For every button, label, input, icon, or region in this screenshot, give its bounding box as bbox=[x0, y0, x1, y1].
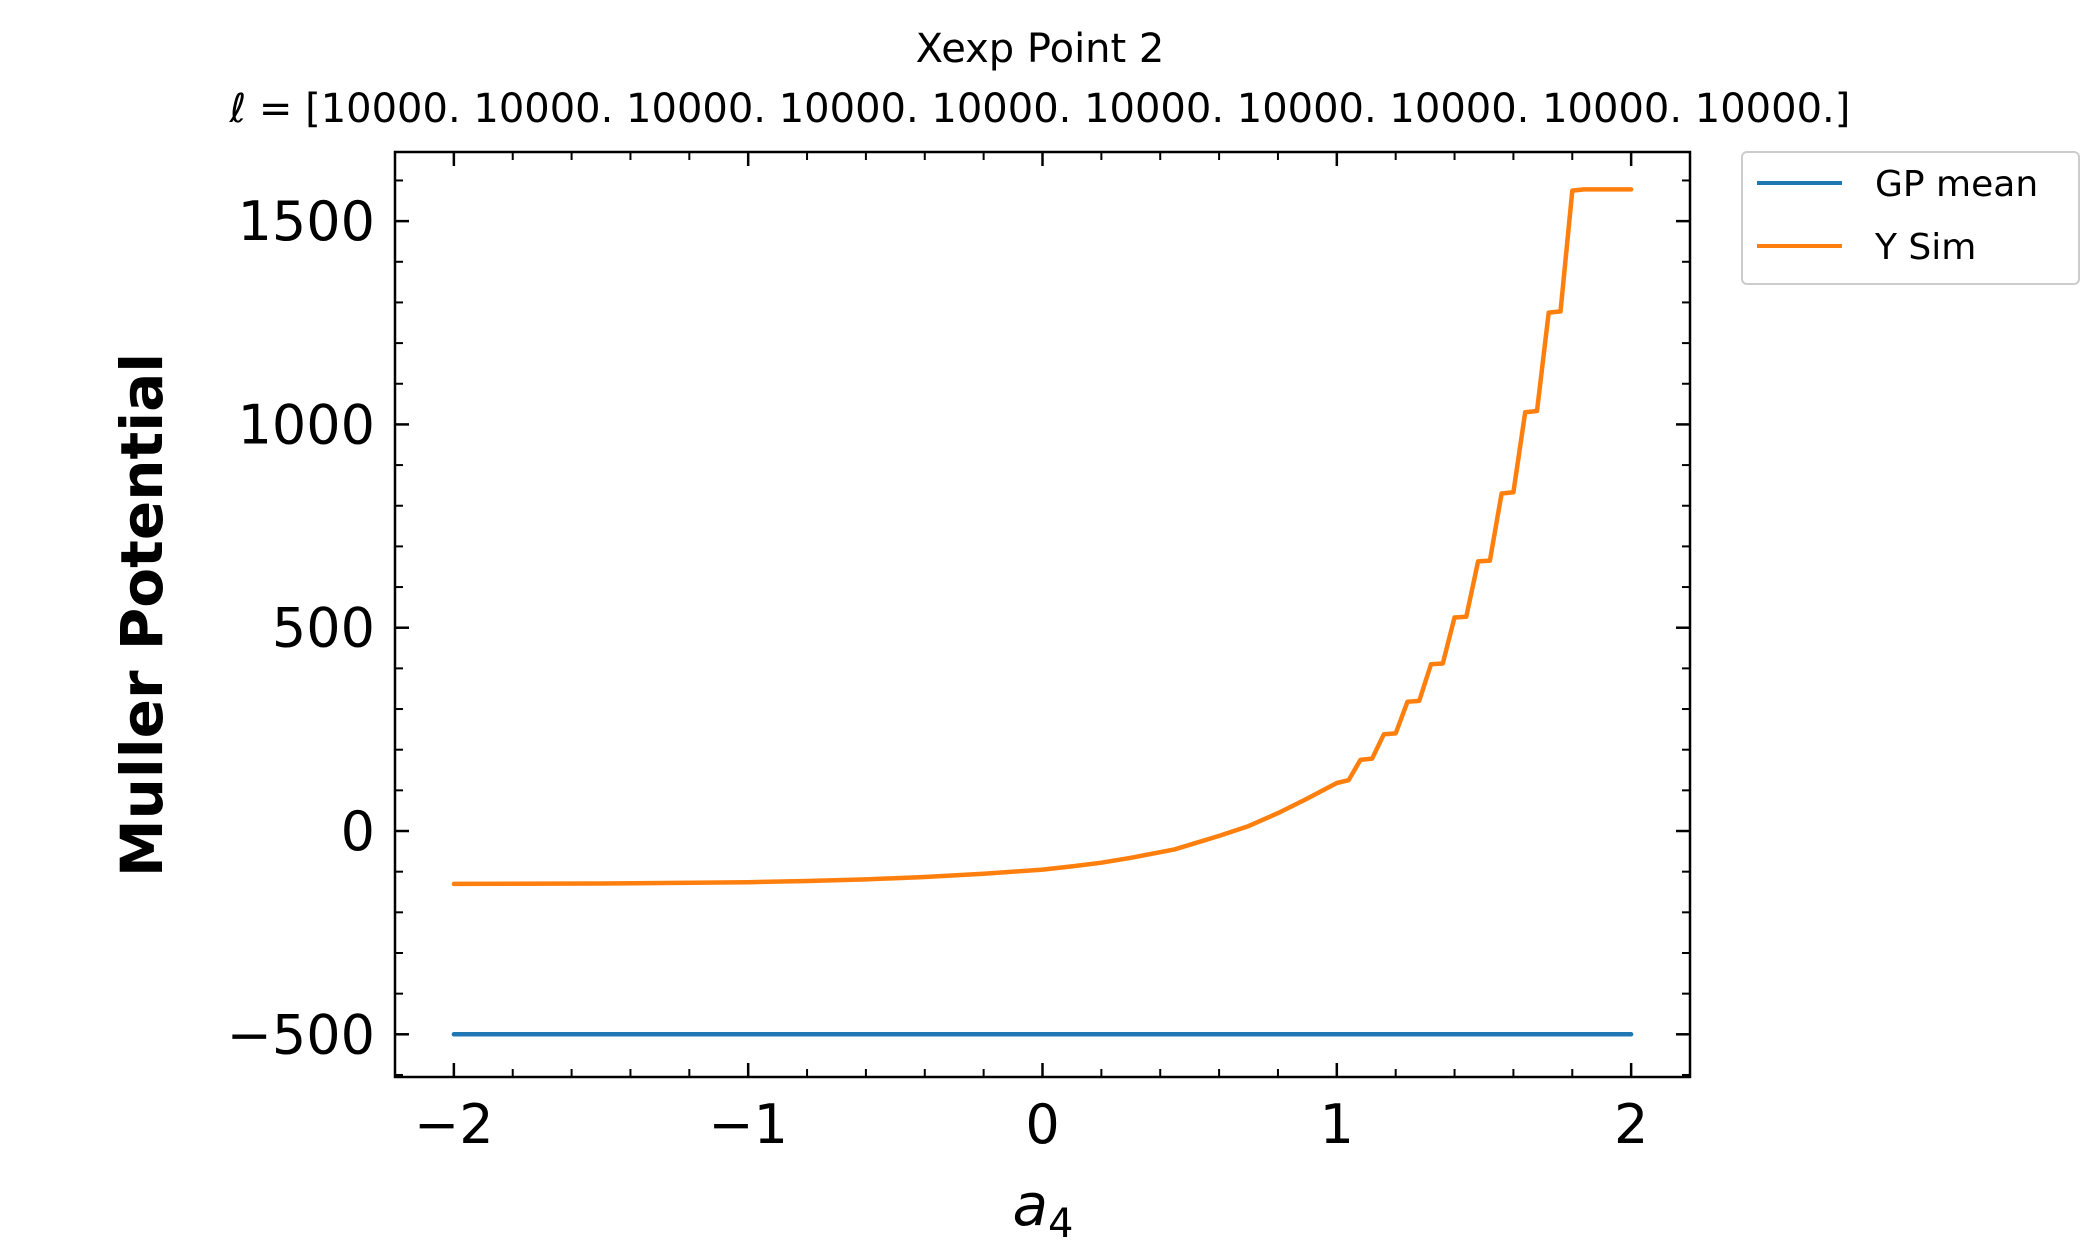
series-line-y-sim bbox=[451, 187, 1634, 887]
series-layer bbox=[451, 187, 1634, 1037]
y-tick-label: −500 bbox=[227, 1003, 375, 1066]
title-group: Xexp Point 2 ℓ = [10000. 10000. 10000. 1… bbox=[229, 26, 1851, 132]
x-tick-label: −2 bbox=[414, 1093, 494, 1156]
y-tick-label: 1000 bbox=[238, 393, 375, 456]
y-tick-label: 1500 bbox=[238, 190, 375, 253]
x-axis-label-main: a bbox=[1013, 1171, 1049, 1239]
tick-layer bbox=[394, 152, 1691, 1077]
x-tick-label: 1 bbox=[1320, 1093, 1354, 1156]
x-axis-label-subscript: 4 bbox=[1048, 1201, 1073, 1247]
y-axis-label: Muller Potential bbox=[108, 353, 176, 877]
y-tick-label: 500 bbox=[272, 597, 375, 660]
chart-subtitle: ℓ = [10000. 10000. 10000. 10000. 10000. … bbox=[229, 86, 1851, 132]
x-tick-label: −1 bbox=[708, 1093, 788, 1156]
x-tick-label: 2 bbox=[1614, 1093, 1648, 1156]
y-tick-label: 0 bbox=[341, 800, 375, 863]
legend-label-y-sim: Y Sim bbox=[1874, 227, 1976, 268]
x-axis-label: a4 bbox=[1013, 1171, 1074, 1247]
chart-title: Xexp Point 2 bbox=[916, 26, 1165, 72]
plot-frame bbox=[393, 150, 1692, 1079]
tick-label-layer: −2 −1 0 1 2 −500 0 500 1000 1500 bbox=[227, 190, 1649, 1156]
x-tick-label: 0 bbox=[1025, 1093, 1059, 1156]
legend-label-gp-mean: GP mean bbox=[1875, 164, 2038, 205]
legend: GP mean Y Sim bbox=[1741, 151, 2080, 285]
